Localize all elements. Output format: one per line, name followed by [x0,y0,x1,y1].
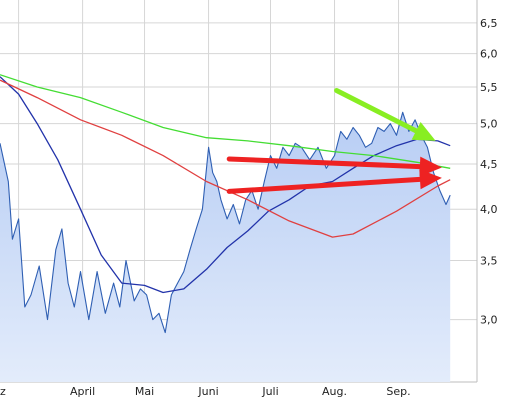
y-tick-label: 4,0 [480,203,498,216]
y-tick-label: 6,0 [480,48,498,61]
trend-arrows [226,88,442,194]
x-tick-label: Juli [261,385,278,398]
y-tick-label: 3,0 [480,314,498,327]
moving-average-line-3 [0,74,451,169]
trend-arrow-shaft [226,156,423,170]
price-line [0,111,451,334]
x-tick-label: Sep. [386,385,410,398]
moving-average-line-2 [0,79,451,238]
y-axis-ticks: 6,5 6,0 5,5 5,0 4,5 4,0 3,5 3,0 [480,17,498,327]
x-axis-ticks: z April Mai Juni Juli Aug. Sep. [0,385,411,398]
trend-arrow-shaft [334,88,419,134]
trend-arrow-head [419,169,442,190]
trend-arrow [226,169,442,194]
x-tick-label: Juni [197,385,218,398]
trend-arrow [334,88,436,141]
series-lines [0,74,451,334]
price-area [0,112,451,382]
x-tick-label: April [70,385,95,398]
y-tick-label: 6,5 [480,17,498,30]
x-tick-label: Mai [135,385,154,398]
moving-average-line-1 [0,76,451,294]
price-area-fill [0,112,451,382]
trend-arrow-head [411,122,436,141]
x-tick-label: Aug. [322,385,347,398]
y-tick-label: 4,5 [480,158,498,171]
trend-arrow-shaft [226,176,423,194]
x-tick-label: z [0,385,6,398]
y-tick-label: 5,0 [480,118,498,131]
y-tick-label: 5,5 [480,81,498,94]
y-tick-label: 3,5 [480,254,498,267]
